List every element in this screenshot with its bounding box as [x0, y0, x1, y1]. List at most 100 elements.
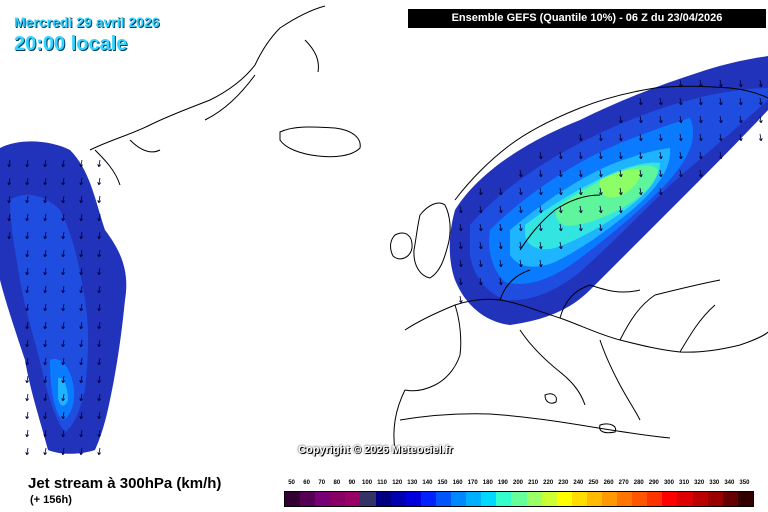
wind-arrow	[538, 241, 543, 250]
wind-arrow	[738, 133, 743, 142]
legend-label: 160	[452, 480, 463, 486]
legend-swatch	[647, 492, 663, 506]
wind-arrow	[698, 169, 703, 178]
wind-arrow	[598, 187, 603, 196]
wind-arrow	[458, 295, 463, 304]
wind-arrow	[598, 133, 603, 142]
wind-arrow	[43, 321, 48, 330]
parameter-title: Jet stream à 300hPa (km/h)	[28, 475, 222, 492]
legend-label: 180	[482, 480, 493, 486]
wind-arrow	[678, 169, 683, 178]
wind-arrow	[618, 115, 623, 124]
legend-swatch	[677, 492, 693, 506]
wind-arrow	[25, 357, 30, 366]
legend-swatch	[511, 492, 527, 506]
wind-arrow	[518, 259, 523, 268]
wind-arrow	[61, 429, 66, 438]
wind-arrow	[638, 133, 643, 142]
legend-swatch	[466, 492, 482, 506]
wind-arrow	[7, 177, 12, 186]
wind-arrow	[578, 223, 583, 232]
legend-swatch	[556, 492, 572, 506]
wind-arrow	[97, 393, 102, 402]
legend-label: 170	[467, 480, 478, 486]
wind-arrow	[79, 231, 84, 240]
wind-arrow	[43, 447, 48, 456]
wind-arrow	[25, 213, 30, 222]
wind-arrow	[618, 133, 623, 142]
wind-arrow	[498, 205, 503, 214]
wind-arrow	[25, 447, 30, 456]
wind-arrow	[678, 115, 683, 124]
wind-arrow	[43, 285, 48, 294]
wind-arrow	[498, 277, 503, 286]
wind-arrow	[478, 205, 483, 214]
wind-arrow	[79, 285, 84, 294]
legend-swatch	[451, 492, 467, 506]
wind-arrow	[61, 447, 66, 456]
legend-swatch	[541, 492, 557, 506]
legend-label: 230	[558, 480, 569, 486]
wind-arrow	[25, 303, 30, 312]
legend-swatch	[285, 492, 301, 506]
wind-arrow	[538, 187, 543, 196]
wind-arrow	[43, 231, 48, 240]
wind-arrow	[598, 169, 603, 178]
wind-arrow	[97, 159, 102, 168]
legend-swatch	[586, 492, 602, 506]
wind-arrow	[43, 213, 48, 222]
wind-arrow	[43, 429, 48, 438]
legend-swatch	[737, 492, 753, 506]
legend-label: 100	[362, 480, 373, 486]
wind-arrow	[79, 339, 84, 348]
legend-labels: 50 60 70 80 90 100 110 120 130 140 150 160 170 180 190…	[278, 480, 758, 490]
wind-arrow	[678, 97, 683, 106]
wind-arrow	[97, 411, 102, 420]
wind-arrow	[61, 321, 66, 330]
wind-arrow	[638, 151, 643, 160]
legend-swatch	[662, 492, 678, 506]
wind-arrow	[61, 375, 66, 384]
wind-arrow	[97, 267, 102, 276]
legend-label: 70	[318, 480, 326, 486]
wind-arrow	[718, 97, 723, 106]
wind-arrow	[618, 205, 623, 214]
wind-arrow	[758, 115, 763, 124]
wind-arrow	[598, 205, 603, 214]
jet-plume-europe	[449, 56, 768, 325]
wind-arrow	[25, 393, 30, 402]
wind-arrow	[25, 339, 30, 348]
wind-arrow	[558, 241, 563, 250]
wind-arrow	[478, 187, 483, 196]
legend-label: 330	[709, 480, 720, 486]
wind-arrow	[25, 249, 30, 258]
wind-arrow	[458, 205, 463, 214]
wind-arrow	[61, 267, 66, 276]
wind-arrow	[79, 411, 84, 420]
wind-arrow	[678, 151, 683, 160]
legend-swatch	[360, 492, 376, 506]
wind-arrow	[678, 133, 683, 142]
wind-arrow	[25, 375, 30, 384]
legend-label: 110	[377, 480, 387, 486]
wind-arrow	[558, 169, 563, 178]
wind-arrow	[61, 285, 66, 294]
wind-arrow	[478, 223, 483, 232]
wind-arrow	[598, 151, 603, 160]
legend-color-bar	[284, 491, 754, 507]
wind-arrow	[698, 97, 703, 106]
legend-label: 350	[739, 480, 750, 486]
wind-arrow	[558, 151, 563, 160]
wind-arrow	[738, 97, 743, 106]
legend-swatch	[300, 492, 316, 506]
legend-swatch	[330, 492, 346, 506]
wind-arrow	[618, 187, 623, 196]
wind-arrow	[758, 97, 763, 106]
map-background	[0, 0, 768, 470]
wind-arrow	[61, 411, 66, 420]
wind-arrow	[738, 115, 743, 124]
forecast-time: 20:00 locale	[14, 33, 128, 55]
wind-arrow	[79, 375, 84, 384]
wind-arrow	[478, 277, 483, 286]
wind-arrow	[25, 429, 30, 438]
